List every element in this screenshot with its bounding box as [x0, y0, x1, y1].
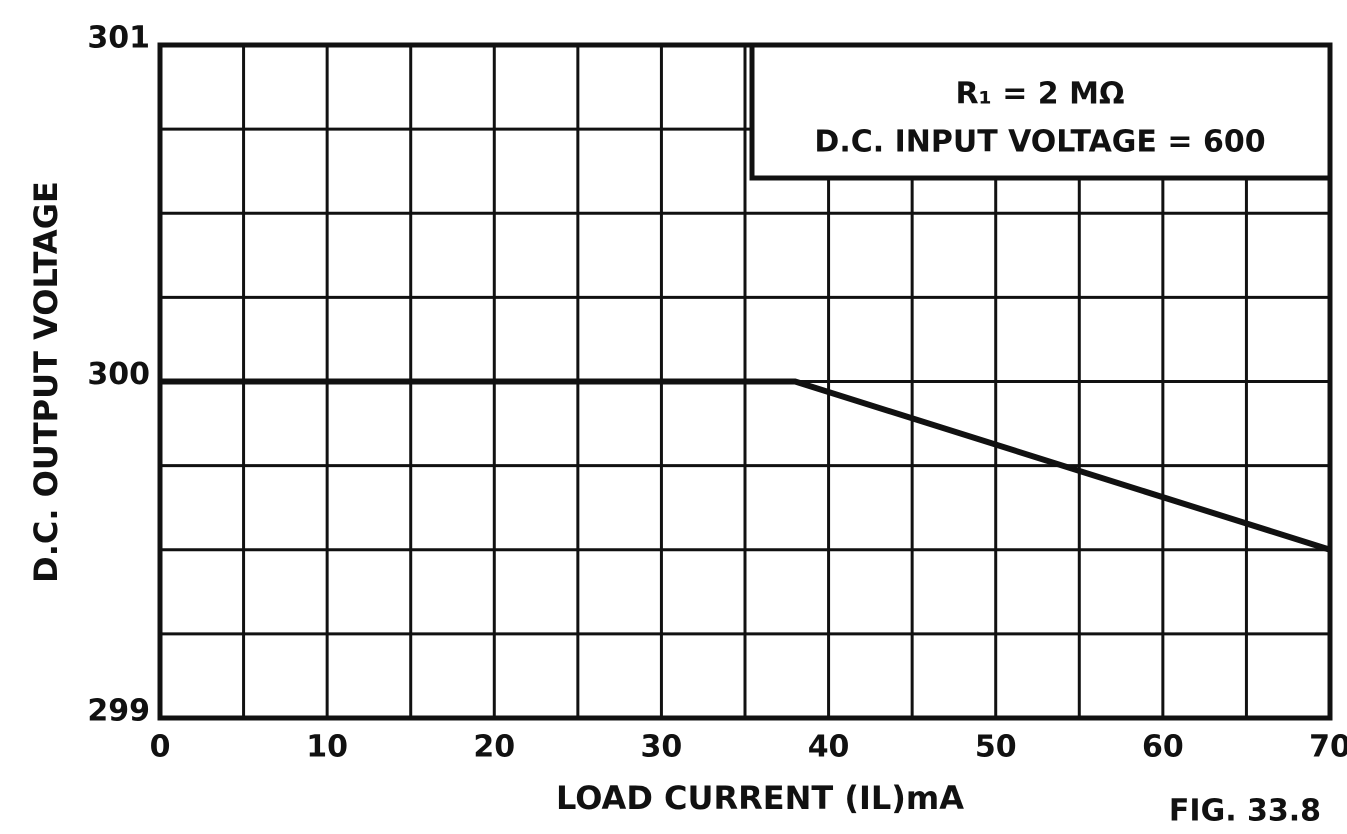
x-tick-label: 70 — [1309, 730, 1347, 765]
x-tick-label: 20 — [473, 730, 515, 765]
x-tick-label: 10 — [306, 730, 348, 765]
x-tick-label: 60 — [1142, 730, 1184, 765]
x-tick-label: 40 — [808, 730, 850, 765]
data-line — [160, 378, 1331, 553]
annotation-box — [749, 42, 1333, 181]
x-tick-label: 30 — [641, 730, 683, 765]
x-tick-label: 50 — [975, 730, 1017, 765]
caption: FIG. 33.8 — [1169, 794, 1321, 829]
y-axis-label: D.C. OUTPUT VOLTAGE — [27, 181, 65, 583]
annotation: R₁ = 2 MΩ — [956, 77, 1125, 112]
y-tick-label: 301 — [87, 21, 150, 56]
y-tick-label: 299 — [87, 694, 150, 729]
x-tick-label: 0 — [150, 730, 171, 765]
y-tick-label: 300 — [87, 357, 150, 392]
annotation: D.C. INPUT VOLTAGE = 600 — [814, 125, 1265, 160]
x-axis-label: LOAD CURRENT (IL)mA — [556, 779, 964, 817]
